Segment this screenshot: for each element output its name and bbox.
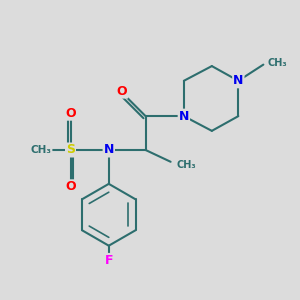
Text: O: O [65, 107, 76, 120]
Text: S: S [66, 143, 75, 157]
Text: O: O [117, 85, 127, 98]
Text: N: N [179, 110, 189, 123]
Text: CH₃: CH₃ [268, 58, 287, 68]
Text: N: N [103, 143, 114, 157]
Text: O: O [65, 180, 76, 193]
Text: CH₃: CH₃ [31, 145, 52, 155]
Text: CH₃: CH₃ [176, 160, 196, 170]
Text: N: N [233, 74, 244, 87]
Text: F: F [104, 254, 113, 267]
